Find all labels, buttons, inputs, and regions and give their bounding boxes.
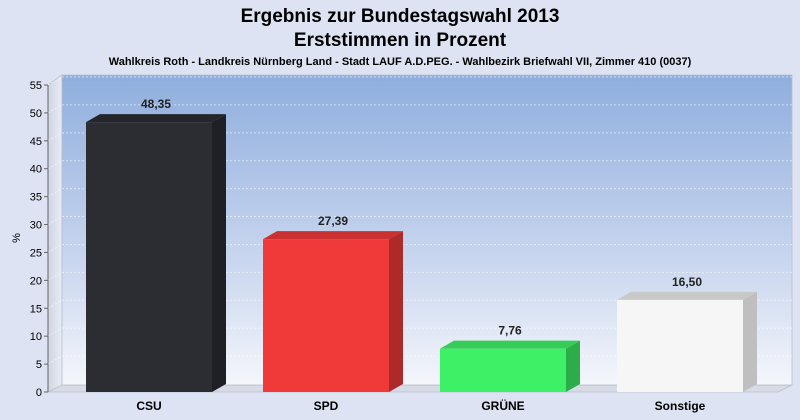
bar-side <box>212 114 226 393</box>
bar-side <box>743 291 757 392</box>
grid-line-wall <box>47 355 63 365</box>
y-tick-label: 40 <box>30 164 42 176</box>
chart-caption: Wahlkreis Roth - Landkreis Nürnberg Land… <box>109 56 692 68</box>
grid-line-wall <box>47 299 63 309</box>
x-tick-label: Sonstige <box>655 399 706 413</box>
grid-line-wall <box>47 160 63 170</box>
chart-title: Ergebnis zur Bundestagswahl 2013 <box>241 6 560 27</box>
y-tick-label: 0 <box>36 387 42 399</box>
bar-top <box>617 291 757 300</box>
bar <box>86 114 226 393</box>
x-tick-label: CSU <box>136 399 161 413</box>
bar-side <box>566 340 580 392</box>
bar-side <box>389 231 403 392</box>
data-label: 7,76 <box>498 324 522 338</box>
y-tick-label: 5 <box>36 359 42 371</box>
grid-line-wall <box>47 327 63 337</box>
y-tick-label: 45 <box>30 136 42 148</box>
bar-top <box>440 340 580 349</box>
plot-side-wall <box>47 74 63 393</box>
grid-line-wall <box>47 104 63 114</box>
y-tick-label: 35 <box>30 192 42 204</box>
data-label: 27,39 <box>318 214 348 228</box>
x-tick-label: SPD <box>314 399 339 413</box>
y-axis-label: % <box>11 233 23 243</box>
y-tick-label: 20 <box>30 275 42 287</box>
y-tick-label: 30 <box>30 220 42 232</box>
bar-front <box>617 299 743 392</box>
x-tick-label: GRÜNE <box>481 398 524 413</box>
chart-subtitle: Erststimmen in Prozent <box>294 30 507 51</box>
y-tick-label: 25 <box>30 247 42 259</box>
y-tick-label: 10 <box>30 331 42 343</box>
bar-front <box>263 239 389 392</box>
y-tick-label: 55 <box>30 80 42 92</box>
labels: 48,35 CSU 27,39 SPD 7,76 GRÜNE 16,50 Sonstige <box>136 97 705 413</box>
y-tick-label: 15 <box>30 303 42 315</box>
bar <box>440 340 580 392</box>
bar-front <box>86 122 212 393</box>
bars <box>86 114 757 393</box>
grid-line-wall <box>47 244 63 253</box>
bar-top <box>86 114 226 123</box>
grid-line-wall <box>47 271 63 281</box>
data-label: 16,50 <box>672 275 702 289</box>
grid-line-wall <box>47 188 63 198</box>
bar <box>263 231 403 392</box>
data-label: 48,35 <box>141 97 171 111</box>
bar <box>617 291 757 392</box>
grid-line-wall <box>47 76 63 86</box>
y-tick-label: 50 <box>30 108 42 120</box>
bar-front <box>440 348 566 392</box>
grid-line-wall <box>47 216 63 225</box>
grid-line-wall <box>47 132 63 142</box>
bar-top <box>263 231 403 240</box>
y-axis: 0 5 10 15 20 25 30 35 40 45 50 55 <box>30 80 49 399</box>
